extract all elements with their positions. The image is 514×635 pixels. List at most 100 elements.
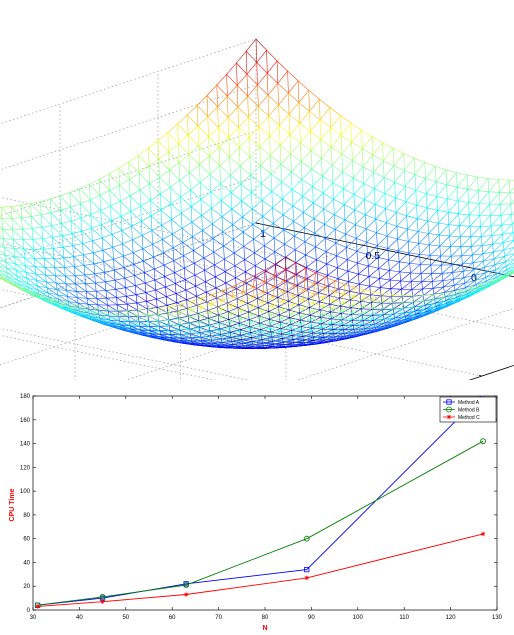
mesh-edge — [66, 290, 78, 298]
mesh-edge — [301, 316, 312, 320]
mesh-edge — [381, 308, 393, 315]
mesh-edge — [124, 277, 136, 286]
mesh-edge — [435, 181, 447, 186]
mesh-edge — [84, 274, 96, 284]
mesh-edge — [486, 273, 497, 282]
mesh-edge — [74, 308, 85, 314]
mesh-edge — [259, 319, 270, 324]
mesh-edge — [397, 238, 399, 252]
mesh-edge — [163, 264, 166, 277]
mesh-edge — [383, 314, 385, 320]
back-wall-gridline — [0, 38, 287, 258]
mesh-edge — [147, 307, 158, 310]
mesh-edge — [374, 319, 385, 325]
mesh-edge — [429, 255, 432, 266]
mesh-edge — [302, 196, 304, 213]
mesh-edge — [81, 230, 93, 242]
mesh-edge — [205, 342, 207, 346]
mesh-edge — [126, 302, 138, 305]
mesh-edge — [303, 227, 306, 243]
x-tick-mark — [478, 375, 483, 377]
mesh-edge — [252, 296, 263, 303]
mesh-edge — [369, 285, 371, 296]
mesh-edge — [218, 315, 220, 323]
mesh-edge — [67, 296, 79, 304]
mesh-edge — [112, 247, 114, 260]
mesh-edge — [292, 299, 304, 306]
mesh-edge — [494, 256, 505, 266]
mesh-edge — [221, 290, 223, 301]
mesh-edge — [261, 310, 272, 315]
mesh-edge — [158, 159, 160, 178]
mesh-edge — [238, 127, 240, 148]
mesh-edge — [314, 223, 325, 234]
mesh-edge — [13, 248, 25, 250]
mesh-edge — [223, 239, 234, 247]
mesh-edge — [272, 306, 283, 311]
mesh-edge — [166, 296, 178, 303]
mesh-edge — [120, 216, 132, 227]
mesh-edge — [116, 309, 118, 316]
mesh-edge — [257, 72, 268, 86]
mesh-edge — [89, 199, 92, 215]
mesh-edge — [419, 310, 422, 315]
mesh-edge — [311, 168, 313, 187]
mesh-edge — [188, 145, 199, 155]
mesh-edge — [227, 96, 239, 108]
mesh-edge — [392, 295, 404, 303]
mesh-edge — [221, 208, 233, 217]
mesh-edge — [44, 267, 46, 276]
mesh-edge — [113, 258, 115, 271]
mesh-edge — [511, 270, 514, 273]
mesh-edge — [180, 196, 192, 207]
mesh-edge — [236, 50, 247, 64]
mesh-edge — [276, 343, 279, 347]
mesh-edge — [184, 263, 195, 269]
mesh-edge — [212, 231, 224, 239]
mesh-edge — [213, 251, 225, 260]
mesh-edge — [193, 263, 205, 271]
mesh-edge — [441, 296, 453, 303]
mesh-edge — [412, 295, 424, 297]
mesh-edge — [331, 153, 343, 166]
mesh-edge — [304, 279, 315, 285]
mesh-edge — [389, 323, 400, 326]
mesh-edge — [175, 283, 177, 294]
mesh-edge — [300, 142, 302, 162]
mesh-edge — [236, 288, 238, 299]
mesh-edge — [233, 239, 245, 247]
mesh-edge — [303, 293, 315, 301]
mesh-edge — [251, 306, 263, 312]
mesh-edge — [471, 283, 483, 288]
mesh-edge — [340, 318, 352, 325]
mesh-edge — [55, 282, 68, 291]
mesh-edge — [348, 334, 359, 337]
mesh-edge — [237, 338, 249, 342]
mesh-edge — [187, 323, 190, 330]
mesh-edge — [158, 314, 169, 321]
mesh-edge — [246, 73, 258, 86]
mesh-edge — [279, 134, 291, 146]
mesh-edge — [398, 250, 400, 263]
mesh-edge — [46, 281, 57, 284]
mesh-edge — [166, 302, 178, 306]
mesh-edge — [153, 256, 165, 266]
mesh-edge — [252, 292, 264, 298]
mesh-edge — [491, 234, 503, 236]
mesh-edge — [63, 257, 75, 267]
mesh-edge — [162, 233, 173, 240]
mesh-edge — [37, 290, 49, 298]
mesh-edge — [243, 238, 254, 247]
mesh-edge — [377, 245, 379, 258]
mesh-edge — [130, 211, 132, 227]
mesh-edge — [201, 215, 213, 225]
mesh-edge — [251, 314, 262, 319]
mesh-edge — [135, 285, 137, 295]
mesh-edge — [374, 188, 386, 194]
mesh-edge — [231, 296, 233, 306]
mesh-edge — [83, 313, 85, 316]
mesh-edge — [379, 278, 381, 288]
mesh-edge — [259, 146, 271, 156]
mesh-edge — [410, 281, 413, 290]
mesh-edge — [246, 73, 248, 97]
